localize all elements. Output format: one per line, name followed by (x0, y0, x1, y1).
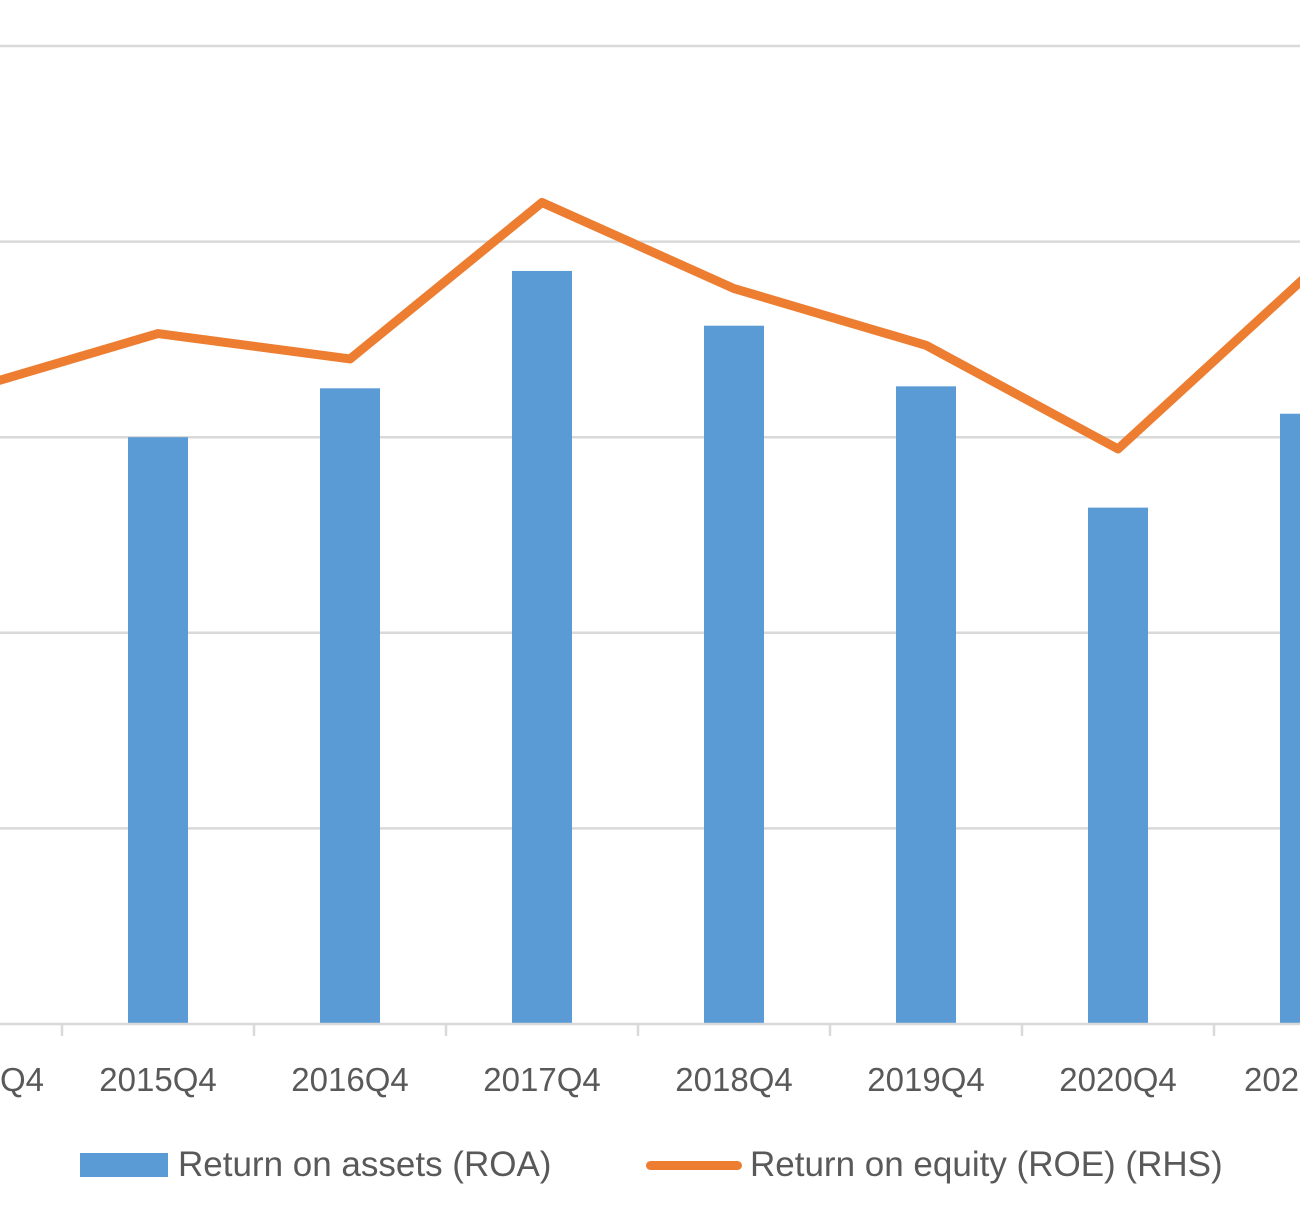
x-axis-labels: Q4 2015Q4 2016Q4 2017Q4 2018Q4 2019Q4 2020Q4 20… (0, 1061, 1299, 1098)
roe-line (0, 197, 1300, 454)
legend-swatch-roa (80, 1153, 168, 1177)
x-axis-ticks (60, 1024, 1216, 1036)
bar-2019Q4 (896, 386, 956, 1024)
x-tick-label: 2019Q4 (867, 1061, 984, 1098)
legend-swatch-roe (646, 1160, 742, 1170)
legend-item-roa: Return on assets (ROA) (80, 1145, 551, 1185)
bar-2021Q4 (1280, 413, 1300, 1024)
bar-2017Q4 (512, 270, 572, 1024)
bar-2015Q4 (128, 437, 188, 1024)
legend-label-roe: Return on equity (ROE) (RHS) (750, 1145, 1223, 1184)
legend: Return on assets (ROA) Return on equity … (0, 1145, 1300, 1195)
chart: Q4 2015Q4 2016Q4 2017Q4 2018Q4 2019Q4 2020Q4 20… (0, 44, 1300, 1098)
bar-2018Q4 (704, 325, 764, 1024)
roa-bars (128, 270, 1300, 1025)
legend-label-roa: Return on assets (ROA) (178, 1145, 552, 1184)
gridlines (0, 44, 1300, 830)
bar-2020Q4 (1088, 507, 1148, 1025)
x-tick-label: 2015Q4 (99, 1061, 216, 1098)
legend-item-roe: Return on equity (ROE) (RHS) (646, 1145, 1223, 1185)
bar-2016Q4 (320, 388, 380, 1024)
x-tick-label: 202 (1244, 1061, 1299, 1098)
x-tick-label: Q4 (0, 1061, 44, 1098)
x-tick-label: 2018Q4 (675, 1061, 792, 1098)
x-tick-label: 2017Q4 (483, 1061, 600, 1098)
x-tick-label: 2020Q4 (1059, 1061, 1176, 1098)
x-tick-label: 2016Q4 (291, 1061, 408, 1098)
